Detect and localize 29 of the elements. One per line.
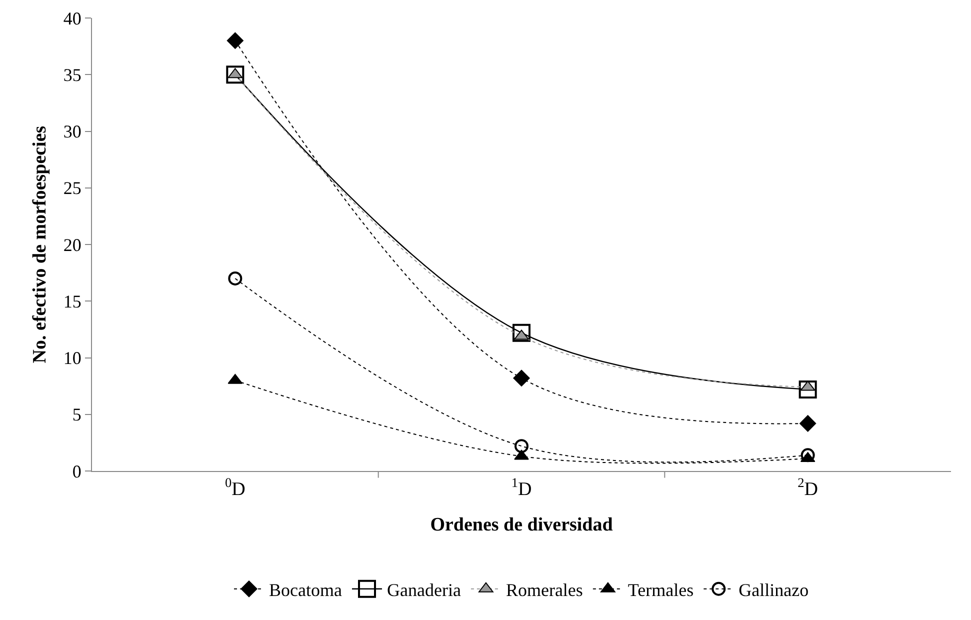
- point: [226, 66, 244, 84]
- y-tick-label: 10: [63, 348, 82, 368]
- x-tick-label: $^{0}$D: [224, 474, 246, 500]
- legend-label: Termales: [628, 580, 694, 600]
- y-tick-label: 40: [63, 8, 82, 28]
- point: [514, 450, 529, 460]
- legend-label: Romerales: [506, 580, 583, 600]
- y-tick-label: 0: [72, 461, 82, 482]
- point: [513, 370, 530, 386]
- y-tick-label: 25: [63, 178, 82, 198]
- y-tick-label: 30: [63, 122, 82, 142]
- x-tick-label: $^{2}$D: [798, 474, 818, 500]
- point: [800, 415, 816, 432]
- legend-label: Bocatoma: [269, 580, 342, 600]
- point: [512, 324, 530, 342]
- point: [228, 271, 242, 286]
- point: [800, 448, 815, 462]
- x-axis-title: Ordenes de diversidad: [430, 514, 614, 536]
- y-tick-label: 5: [72, 404, 82, 425]
- legend-label: Gallinazo: [738, 580, 809, 600]
- y-tick-label: 15: [63, 291, 82, 312]
- x-tick-label: $^{1}$D: [511, 474, 532, 500]
- y-axis-title: No. efectivo de morfoespecies: [29, 126, 50, 364]
- legend-label: Ganaderia: [386, 580, 461, 600]
- y-tick-label: 20: [63, 234, 82, 255]
- point: [226, 32, 244, 49]
- y-tick-label: 35: [63, 64, 82, 85]
- point: [798, 380, 817, 398]
- point: [514, 439, 528, 454]
